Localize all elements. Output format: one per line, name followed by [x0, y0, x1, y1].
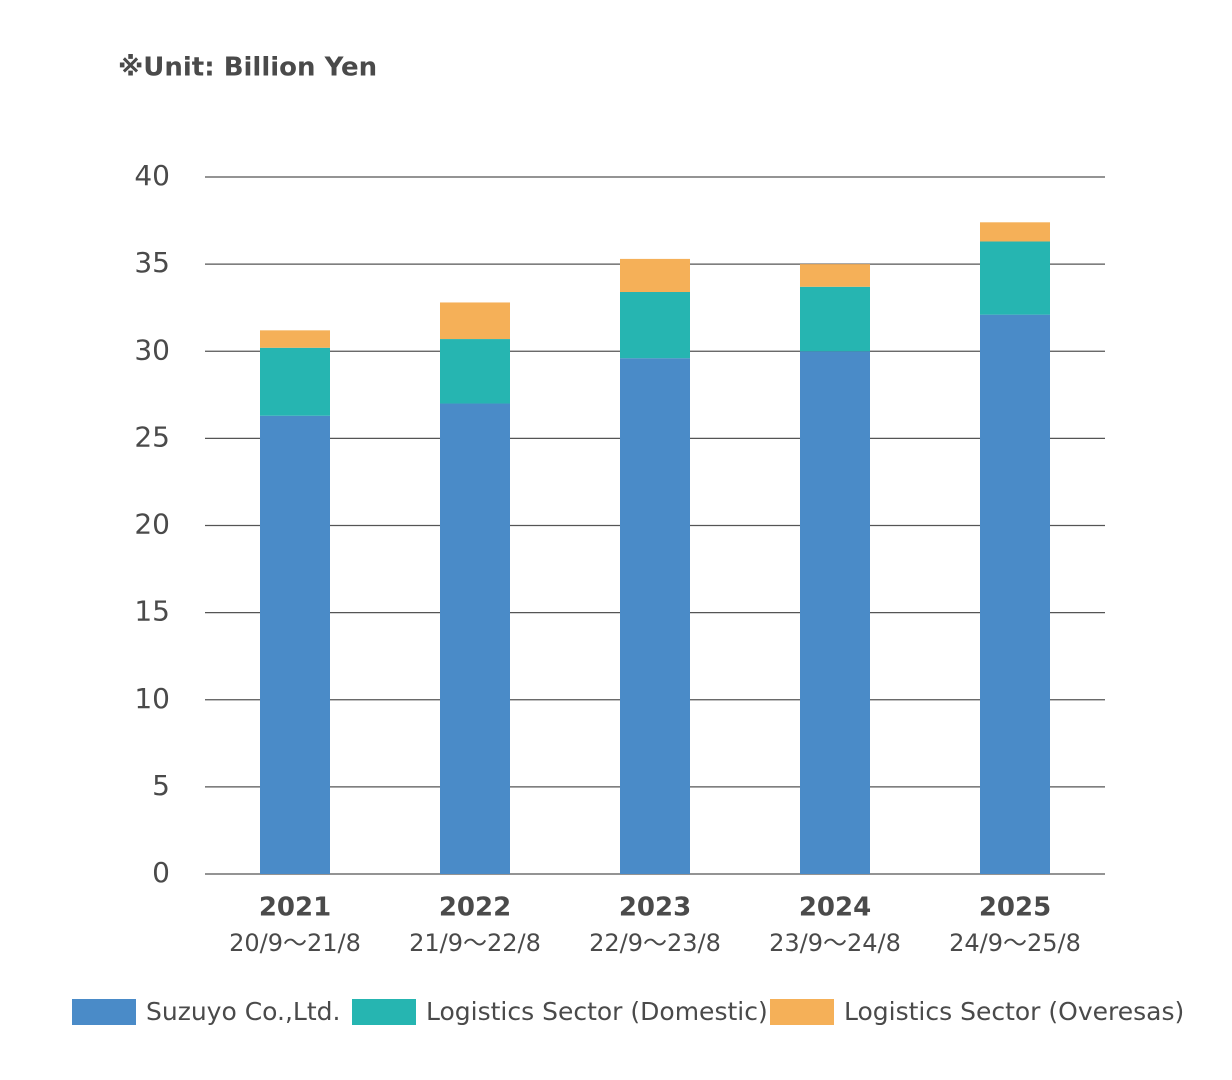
x-tick-sublabel: 24/9～25/8	[949, 929, 1081, 957]
bar-segment	[620, 292, 690, 359]
x-tick-sublabel: 21/9～22/8	[409, 929, 541, 957]
bar-segment	[980, 241, 1050, 315]
bar-segment	[620, 258, 690, 293]
legend-label: Suzuyo Co.,Ltd.	[146, 997, 340, 1026]
x-tick-sublabel: 20/9～21/8	[229, 929, 361, 957]
bar-segment	[260, 347, 330, 416]
x-tick-label: 2024	[799, 893, 871, 923]
bar-segment	[260, 330, 330, 348]
y-tick-label: 15	[134, 595, 170, 628]
bar-segment	[800, 286, 870, 352]
x-tick-label: 2021	[259, 893, 331, 923]
legend-label: Logistics Sector (Overesas)	[844, 997, 1184, 1026]
bar-segment	[620, 358, 690, 875]
chart-title: ※Unit: Billion Yen	[118, 53, 377, 83]
bar-segment	[260, 415, 330, 874]
y-tick-label: 35	[134, 246, 170, 279]
y-tick-label: 5	[152, 769, 170, 802]
bar-segment	[800, 264, 870, 287]
x-tick-sublabel: 23/9～24/8	[769, 929, 901, 957]
bar-segment	[440, 403, 510, 874]
x-tick-label: 2025	[979, 893, 1051, 923]
x-tick-sublabel: 22/9～23/8	[589, 929, 721, 957]
y-tick-label: 30	[134, 333, 170, 366]
bar-segment	[980, 222, 1050, 242]
x-tick-label: 2022	[439, 893, 511, 923]
bar-segment	[980, 314, 1050, 875]
y-tick-label: 0	[152, 856, 170, 889]
bar-segment	[800, 351, 870, 874]
y-tick-label: 25	[134, 420, 170, 453]
y-tick-label: 20	[134, 508, 170, 541]
y-tick-label: 40	[134, 159, 170, 192]
y-tick-label: 10	[134, 682, 170, 715]
bar-segment	[440, 302, 510, 340]
x-tick-label: 2023	[619, 893, 691, 923]
legend-swatch	[770, 999, 834, 1025]
bar-segment	[440, 339, 510, 404]
legend-label: Logistics Sector (Domestic)	[426, 997, 768, 1026]
legend-swatch	[72, 999, 136, 1025]
legend-swatch	[352, 999, 416, 1025]
